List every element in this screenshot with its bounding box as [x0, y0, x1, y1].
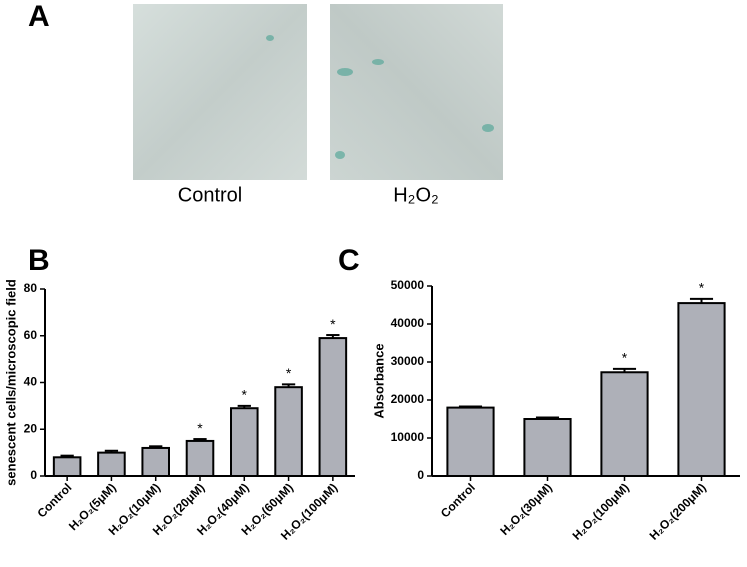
bar [185, 439, 215, 477]
image-caption: Control [178, 184, 242, 206]
y-tick-label: 20000 [391, 392, 425, 406]
x-tick-label: Control [34, 480, 74, 520]
y-tick-label: 60 [24, 328, 38, 342]
bar [52, 456, 82, 477]
panel-label: B [28, 244, 50, 277]
bar [600, 371, 649, 478]
significance-mark: * [242, 387, 248, 403]
bar [318, 337, 348, 477]
stain-spots [266, 35, 494, 159]
bar [523, 418, 572, 477]
y-tick-label: 80 [24, 281, 38, 295]
y-axis-label: senescent cells/microscopic field [3, 279, 18, 486]
y-tick-label: 10000 [391, 430, 425, 444]
y-tick-label: 40000 [391, 316, 425, 330]
significance-mark: * [622, 350, 628, 366]
micrograph-h2o2 [330, 4, 503, 180]
x-tick-label: Control [438, 480, 478, 520]
panel-label: A [28, 0, 50, 33]
panel-label: C [338, 244, 360, 277]
significance-mark: * [699, 280, 705, 296]
y-tick-label: 0 [30, 468, 37, 482]
significance-mark: * [286, 365, 292, 381]
bar [141, 446, 171, 478]
x-tick-label: H₂O₂(30μM) [497, 480, 555, 538]
bar [230, 407, 259, 477]
bar [677, 302, 726, 477]
y-axis-label: Absorbance [371, 343, 386, 418]
y-tick-label: 20 [24, 421, 38, 435]
y-tick-label: 50000 [391, 278, 425, 292]
y-tick-label: 0 [417, 468, 424, 482]
y-tick-label: 40 [24, 375, 38, 389]
significance-mark: * [330, 316, 336, 332]
x-tick-label: H₂O₂(200μM) [647, 480, 709, 542]
x-tick-label: H₂O₂(100μM) [570, 480, 632, 542]
micrograph-control [133, 4, 307, 180]
significance-mark: * [197, 420, 203, 436]
image-caption: H₂O₂ [393, 184, 439, 206]
bar [446, 406, 495, 478]
y-tick-label: 30000 [391, 354, 425, 368]
bar [97, 451, 126, 477]
bar [274, 386, 303, 477]
